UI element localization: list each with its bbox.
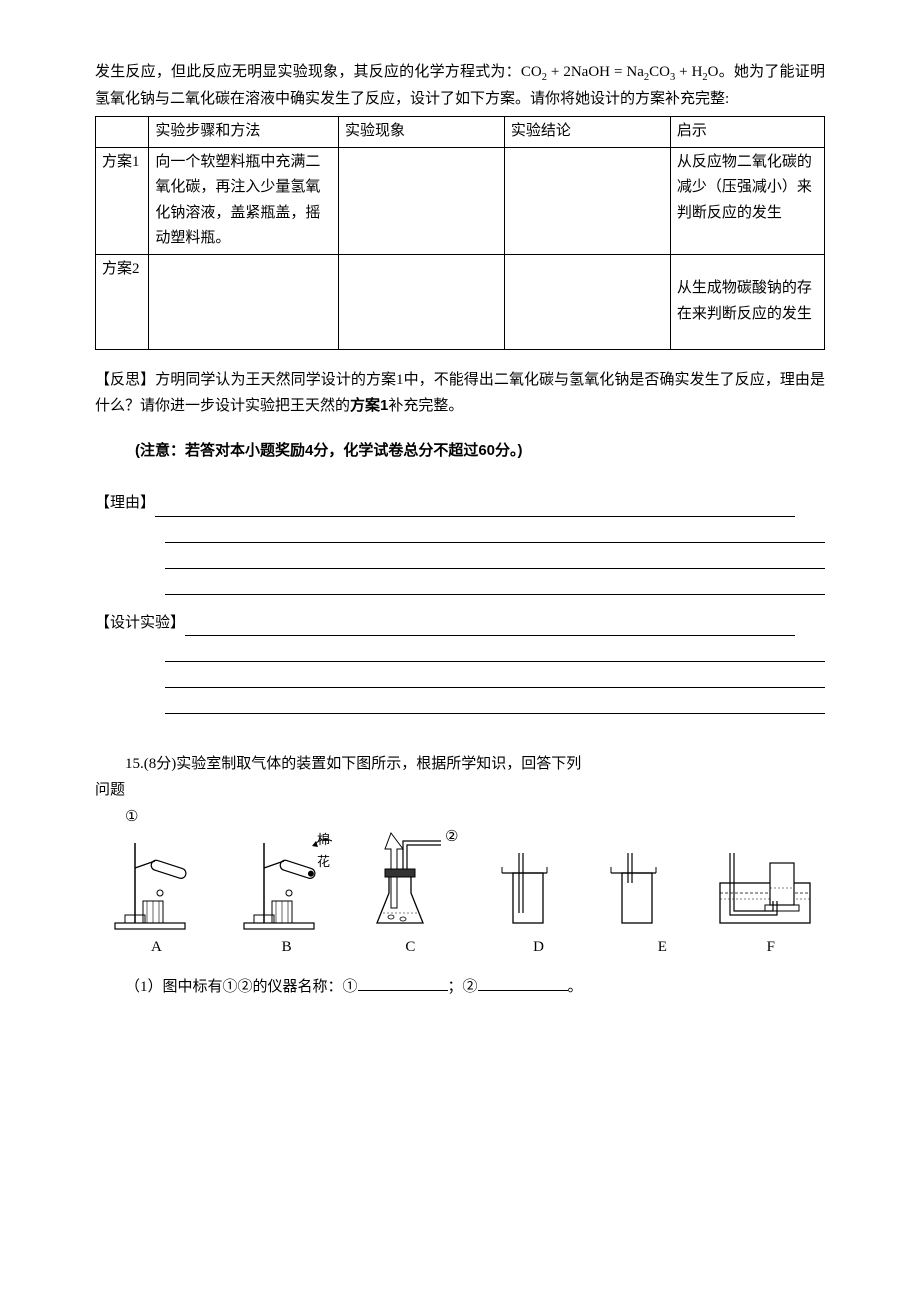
r1c4 <box>504 147 670 254</box>
r2c1: 方案2 <box>96 254 149 349</box>
apparatus-b: 棉花 <box>234 823 334 933</box>
reflection-text2: 补充完整。 <box>388 398 463 414</box>
q15-text: 15.(8分)实验室制取气体的装置如下图所示，根据所学知识，回答下列 <box>95 752 825 778</box>
r1c1: 方案1 <box>96 147 149 254</box>
apparatus-a-svg <box>105 823 195 933</box>
th-conclusion: 实验结论 <box>504 117 670 148</box>
r1c2: 向一个软塑料瓶中充满二氧化碳，再注入少量氢氧化钠溶液，盖紧瓶盖，摇动塑料瓶。 <box>149 147 339 254</box>
apparatus-c: ② <box>373 823 458 933</box>
th-hint: 启示 <box>670 117 824 148</box>
q15-sub1: （1）图中标有①②的仪器名称：① ；② 。 <box>95 975 825 1001</box>
q15-sub1-text: （1）图中标有①②的仪器名称：① <box>125 979 358 995</box>
bonus-note: (注意：若答对本小题奖励4分，化学试卷总分不超过60分。) <box>135 438 825 464</box>
apparatus-diagram: ① 棉花 <box>95 813 825 933</box>
circle-2: ② <box>445 825 458 851</box>
q15-sub1-end: 。 <box>568 979 583 995</box>
label-e: E <box>658 935 667 961</box>
q15-line2-wrap: 问题 <box>95 778 825 804</box>
reflection-bold: 方案1 <box>350 397 388 414</box>
reason-line3 <box>165 543 825 569</box>
intro-line1: 发生反应，但此反应无明显实验现象，其反应的化学方程式为： <box>95 64 521 80</box>
reason-line2 <box>165 517 825 543</box>
reflection-paragraph: 【反思】方明同学认为王天然同学设计的方案1中，不能得出二氧化碳与氢氧化钠是否确实… <box>95 368 825 420</box>
design-line1 <box>185 618 795 636</box>
th-phenomenon: 实验现象 <box>338 117 504 148</box>
design-line3 <box>165 662 825 688</box>
th-steps: 实验步骤和方法 <box>149 117 339 148</box>
label-c: C <box>405 935 415 961</box>
apparatus-e-svg <box>606 843 676 933</box>
intro-paragraph: 发生反应，但此反应无明显实验现象，其反应的化学方程式为：CO2 + 2NaOH … <box>95 60 825 112</box>
apparatus-d <box>497 843 567 933</box>
label-a: A <box>151 935 162 961</box>
reflection-label: 【反思】 <box>95 372 155 388</box>
apparatus-d-svg <box>497 843 567 933</box>
r1c5: 从反应物二氧化碳的减少（压强减小）来判断反应的发生 <box>670 147 824 254</box>
label-d: D <box>533 935 544 961</box>
r2c5: 从生成物碳酸钠的存在来判断反应的发生 <box>670 254 824 349</box>
experiment-table: 实验步骤和方法 实验现象 实验结论 启示 方案1 向一个软塑料瓶中充满二氧化碳，… <box>95 116 825 350</box>
th-blank <box>96 117 149 148</box>
apparatus-labels-row: A B C D E F <box>95 935 825 961</box>
blank-1 <box>358 975 448 991</box>
q15-prefix: 问题 <box>95 782 125 798</box>
r2c3 <box>338 254 504 349</box>
reason-section: 【理由】 <box>95 491 825 595</box>
apparatus-f-svg <box>715 843 815 933</box>
reason-line4 <box>165 569 825 595</box>
r2c2 <box>149 254 339 349</box>
apparatus-e <box>606 843 676 933</box>
apparatus-f <box>715 843 815 933</box>
r2c5-text: 从生成物碳酸钠的存在来判断反应的发生 <box>677 280 812 322</box>
design-section: 【设计实验】 <box>95 611 825 715</box>
design-line4 <box>165 688 825 714</box>
r1c3 <box>338 147 504 254</box>
q15-section: 15.(8分)实验室制取气体的装置如下图所示，根据所学知识，回答下列 问题 ① <box>95 752 825 1000</box>
design-line2 <box>165 636 825 662</box>
apparatus-a: ① <box>105 823 195 933</box>
cotton-label: 棉花 <box>317 829 334 873</box>
reaction-formula: CO2 + 2NaOH = Na2CO3 + H2O <box>521 64 719 80</box>
reason-label: 【理由】 <box>95 495 155 511</box>
r2c4 <box>504 254 670 349</box>
blank-2 <box>478 975 568 991</box>
label-f: F <box>767 935 775 961</box>
q15-sub1-mid: ；② <box>448 979 478 995</box>
reason-line1 <box>155 499 795 517</box>
label-b: B <box>282 935 292 961</box>
q15-line1: 15.(8分)实验室制取气体的装置如下图所示，根据所学知识，回答下列 <box>125 756 581 772</box>
circle-1: ① <box>125 805 138 831</box>
design-label: 【设计实验】 <box>95 615 185 631</box>
